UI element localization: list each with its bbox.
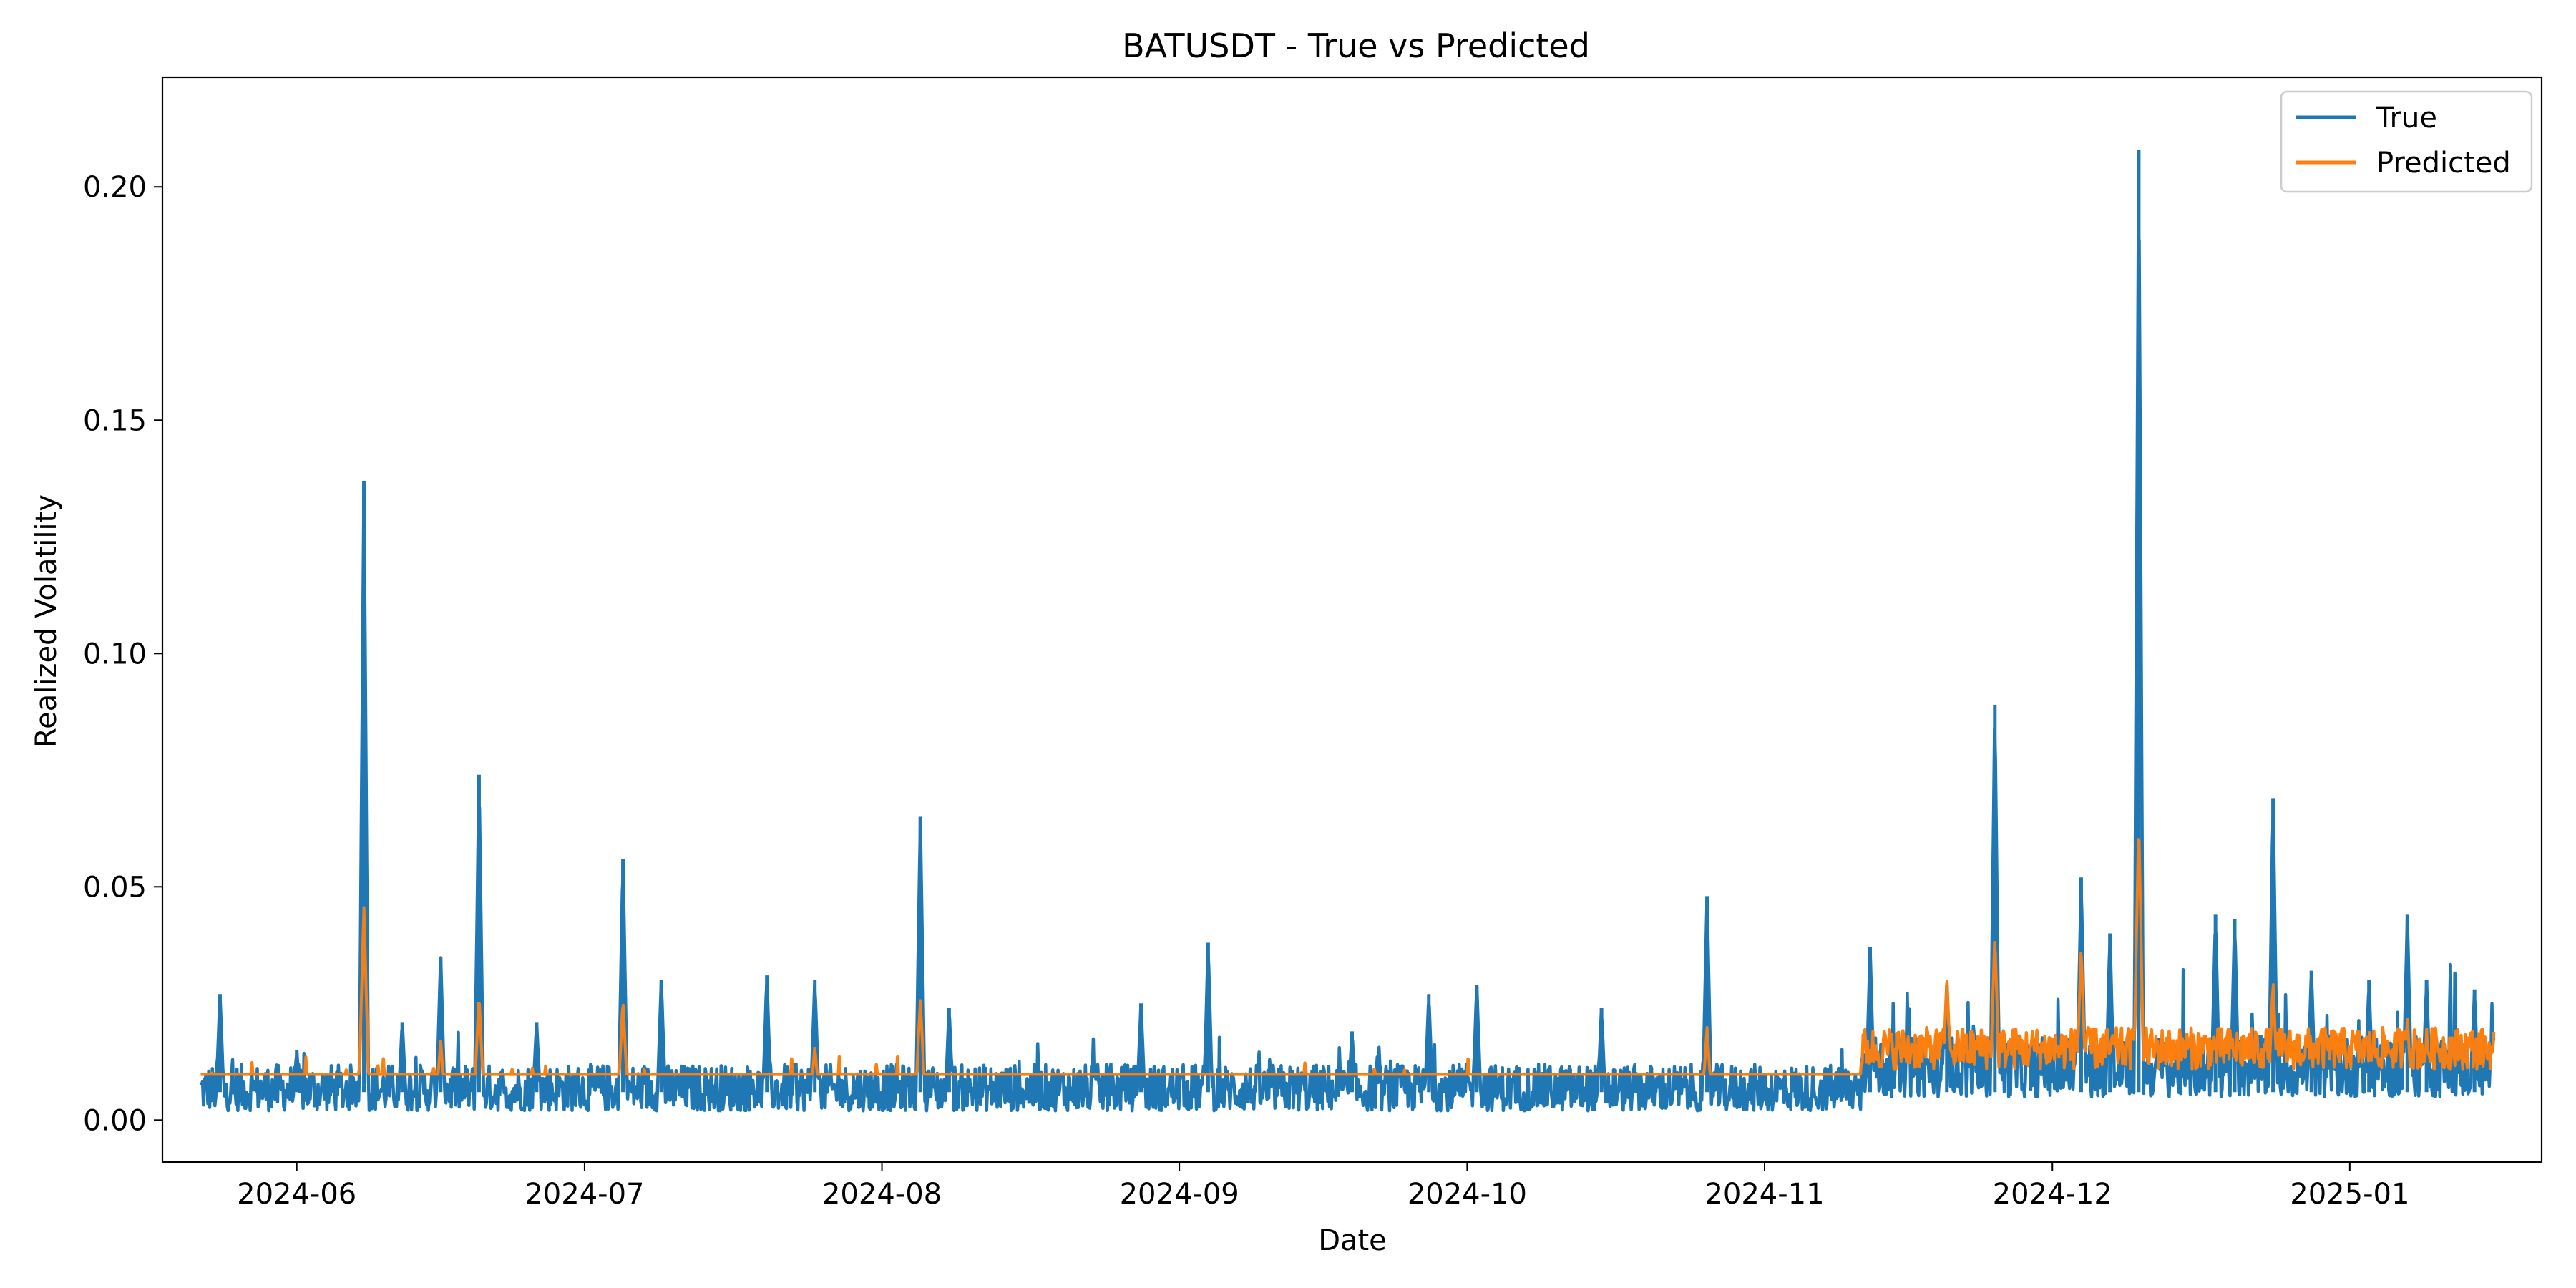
y-tick-label: 0.00 bbox=[83, 1104, 147, 1137]
x-tick-label: 2024-09 bbox=[1120, 1178, 1239, 1211]
y-tick-label: 0.20 bbox=[83, 171, 147, 204]
x-tick-label: 2024-08 bbox=[822, 1178, 942, 1211]
chart-title: BATUSDT - True vs Predicted bbox=[1122, 26, 1590, 65]
legend: True Predicted bbox=[2280, 90, 2533, 193]
x-tick-label: 2024-10 bbox=[1407, 1178, 1527, 1211]
x-tick-label: 2024-12 bbox=[1993, 1178, 2112, 1211]
x-tick-label: 2024-06 bbox=[237, 1178, 356, 1211]
y-tick-label: 0.15 bbox=[83, 404, 147, 437]
y-tick-label: 0.05 bbox=[83, 871, 147, 904]
legend-label-predicted: Predicted bbox=[2376, 147, 2511, 180]
plot-frame bbox=[161, 76, 2543, 1163]
y-axis-label: Realized Volatility bbox=[30, 494, 63, 748]
plot-area bbox=[162, 77, 2542, 1162]
y-tick-label: 0.10 bbox=[83, 638, 147, 670]
y-axis: 0.00 0.05 0.10 0.15 0.20 bbox=[83, 171, 162, 1137]
x-tick-label: 2024-07 bbox=[525, 1178, 644, 1211]
x-axis-label: Date bbox=[1318, 1224, 1387, 1257]
predicted-line-overlay bbox=[200, 838, 2495, 1076]
x-tick-label: 2025-01 bbox=[2290, 1178, 2409, 1211]
x-tick-label: 2024-11 bbox=[1704, 1178, 1824, 1211]
true-series bbox=[199, 150, 2496, 1113]
x-axis: 2024-06 2024-07 2024-08 2024-09 2024-10 2024-… bbox=[237, 1162, 2409, 1211]
legend-label-true: True bbox=[2376, 102, 2437, 135]
plot-background bbox=[162, 77, 2542, 1162]
